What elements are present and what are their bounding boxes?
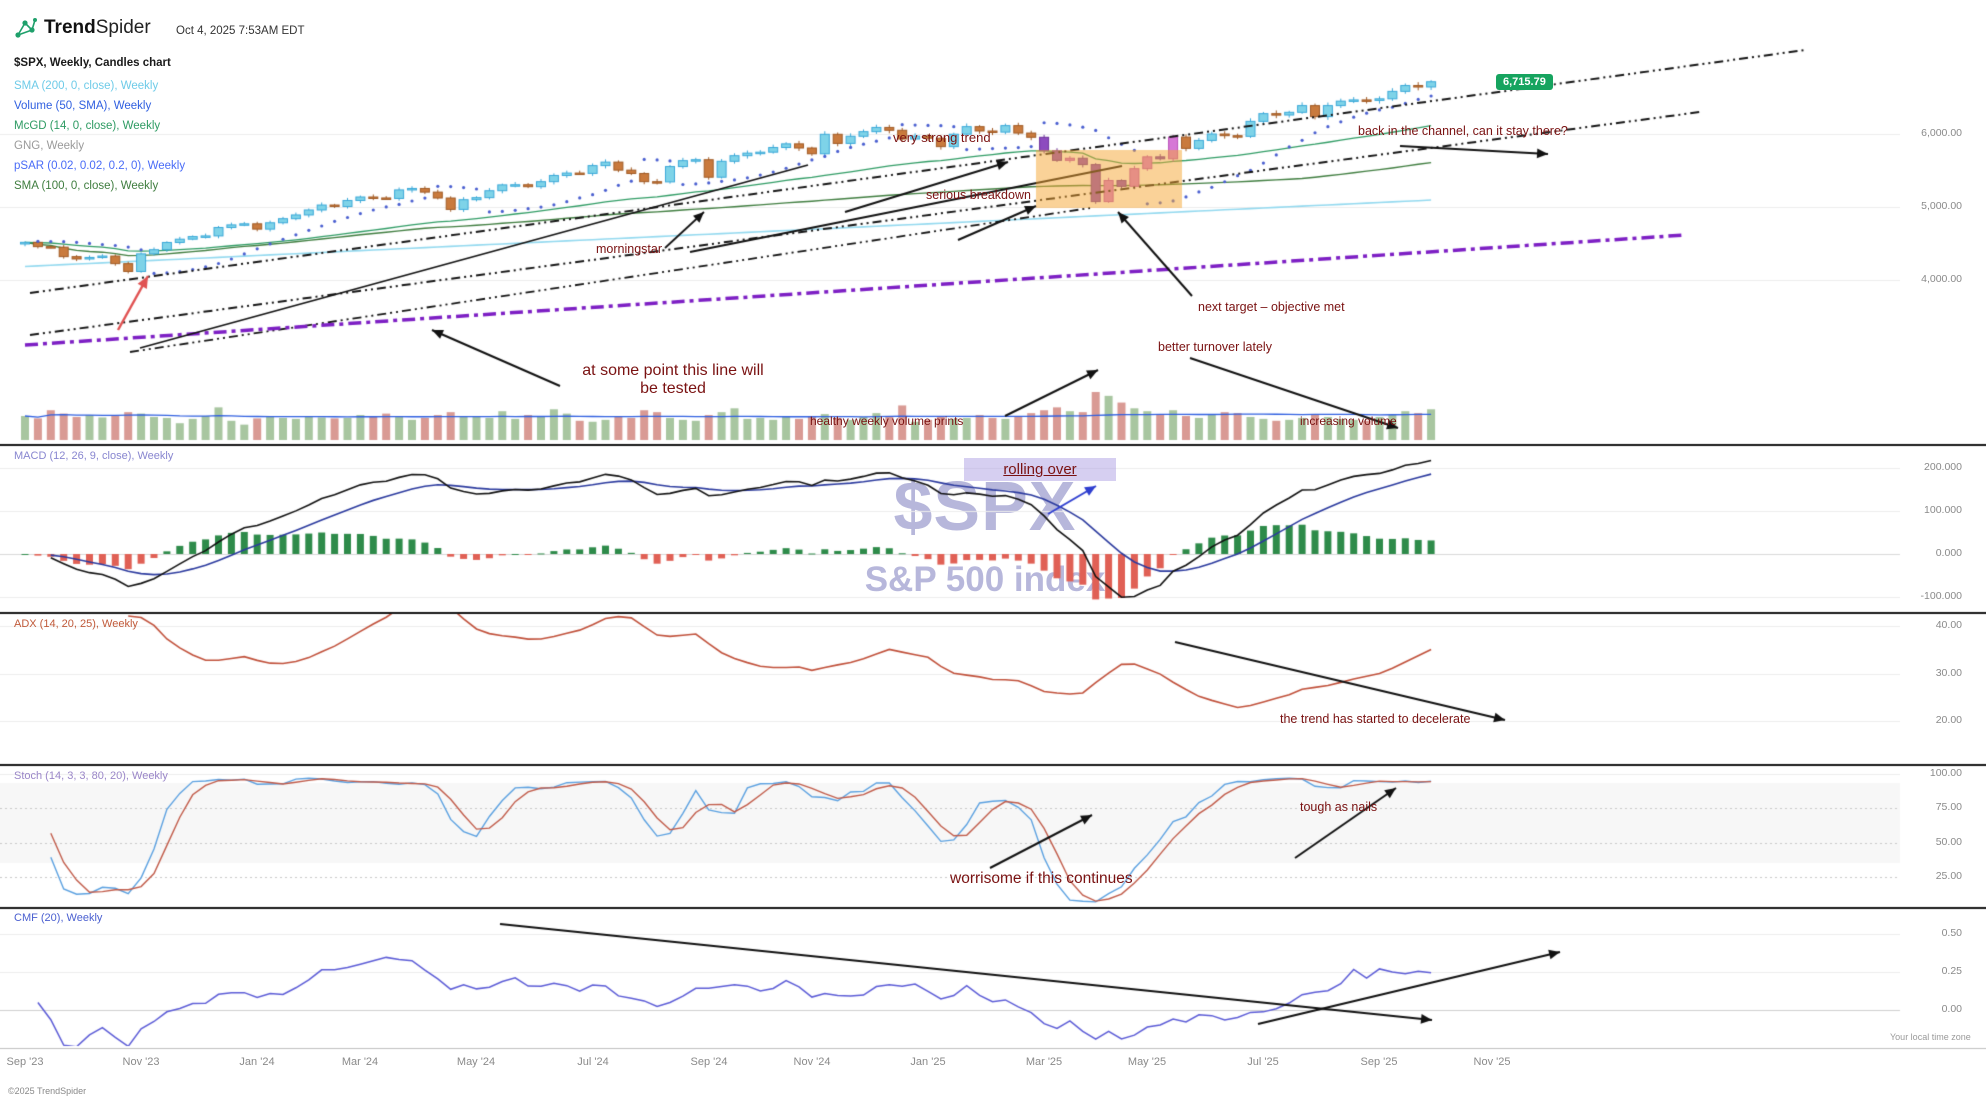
- macd-panel-label[interactable]: MACD (12, 26, 9, close), Weekly: [14, 450, 174, 462]
- ann-rolling-over[interactable]: rolling over: [964, 458, 1116, 481]
- y-tick-label: 30.00: [1935, 667, 1962, 679]
- adx-panel-label[interactable]: ADX (14, 20, 25), Weekly: [14, 618, 138, 630]
- y-tick-label: -100.000: [1920, 590, 1962, 602]
- x-tick-label: Mar '25: [1025, 1056, 1063, 1068]
- y-tick-label: 0.25: [1941, 965, 1962, 977]
- y-tick-label: 0.50: [1941, 927, 1962, 939]
- x-tick-label: Nov '23: [122, 1056, 160, 1068]
- x-tick-label: Sep '25: [1360, 1056, 1398, 1068]
- x-tick-label: Nov '24: [793, 1056, 831, 1068]
- y-tick-label: 100.00: [1929, 767, 1962, 779]
- ann-better-turnover[interactable]: better turnover lately: [1158, 340, 1272, 354]
- legend-item[interactable]: SMA (100, 0, close), Weekly: [14, 180, 159, 192]
- y-tick-label: 200.000: [1924, 461, 1962, 473]
- x-tick-label: Sep '23: [6, 1056, 44, 1068]
- x-tick-label: May '24: [456, 1056, 496, 1068]
- y-tick-label: 100.000: [1924, 504, 1962, 516]
- brand-spider: Spider: [95, 17, 151, 38]
- y-tick-label: 5,000.00: [1921, 200, 1962, 212]
- ann-morningstar[interactable]: morningstar: [596, 242, 662, 256]
- legend-item[interactable]: McGD (14, 0, close), Weekly: [14, 120, 161, 132]
- y-tick-label: 0.000: [1935, 547, 1962, 559]
- ann-increasing-volume[interactable]: increasing volume: [1300, 414, 1397, 428]
- ann-back-in-channel[interactable]: back in the channel, can it stay there?: [1358, 124, 1568, 138]
- x-tick-label: Jul '25: [1247, 1056, 1279, 1068]
- y-tick-label: 50.00: [1935, 836, 1962, 848]
- y-tick-label: 40.00: [1935, 619, 1962, 631]
- timestamp: Oct 4, 2025 7:53AM EDT: [176, 25, 305, 37]
- x-tick-label: Jan '24: [239, 1056, 275, 1068]
- x-tick-label: Mar '24: [341, 1056, 379, 1068]
- y-tick-label: 6,000.00: [1921, 127, 1962, 139]
- x-tick-label: May '25: [1127, 1056, 1167, 1068]
- ann-trend-decelerate[interactable]: the trend has started to decelerate: [1280, 712, 1471, 726]
- x-tick-label: Jan '25: [910, 1056, 946, 1068]
- timezone-note: Your local time zone: [1890, 1032, 1971, 1042]
- ann-worrisome[interactable]: worrisome if this continues: [950, 870, 1133, 887]
- y-tick-label: 75.00: [1935, 801, 1962, 813]
- trendspider-logo-icon[interactable]: [12, 15, 40, 48]
- copyright: ©2025 TrendSpider: [8, 1086, 87, 1096]
- ann-tough-as-nails[interactable]: tough as nails: [1300, 800, 1378, 814]
- legend-item[interactable]: GNG, Weekly: [14, 140, 85, 152]
- ann-very-strong-trend[interactable]: very strong trend: [893, 130, 991, 145]
- ann-healthy-volume[interactable]: healthy weekly volume prints: [810, 414, 964, 428]
- y-tick-label: 0.00: [1941, 1003, 1962, 1015]
- x-tick-label: Sep '24: [690, 1056, 728, 1068]
- chart-title: $SPX, Weekly, Candles chart: [14, 57, 171, 69]
- brand-trend: Trend: [44, 17, 96, 38]
- y-tick-label: 20.00: [1935, 714, 1962, 726]
- brand-name[interactable]: TrendSpider: [44, 17, 151, 39]
- y-tick-label: 25.00: [1935, 870, 1962, 882]
- last-price-badge: 6,715.79: [1496, 74, 1553, 90]
- stoch-panel-label[interactable]: Stoch (14, 3, 3, 80, 20), Weekly: [14, 770, 168, 782]
- ann-serious-breakdown[interactable]: serious breakdown: [926, 188, 1031, 202]
- ann-line-tested[interactable]: at some point this line will be tested: [582, 362, 764, 397]
- legend-item[interactable]: Volume (50, SMA), Weekly: [14, 100, 152, 112]
- x-tick-label: Jul '24: [577, 1056, 609, 1068]
- cmf-panel-label[interactable]: CMF (20), Weekly: [14, 912, 103, 924]
- x-tick-label: Nov '25: [1473, 1056, 1511, 1068]
- y-tick-label: 4,000.00: [1921, 273, 1962, 285]
- legend-item[interactable]: pSAR (0.02, 0.02, 0.2, 0), Weekly: [14, 160, 186, 172]
- ann-next-target[interactable]: next target – objective met: [1198, 300, 1345, 314]
- legend-item[interactable]: SMA (200, 0, close), Weekly: [14, 80, 159, 92]
